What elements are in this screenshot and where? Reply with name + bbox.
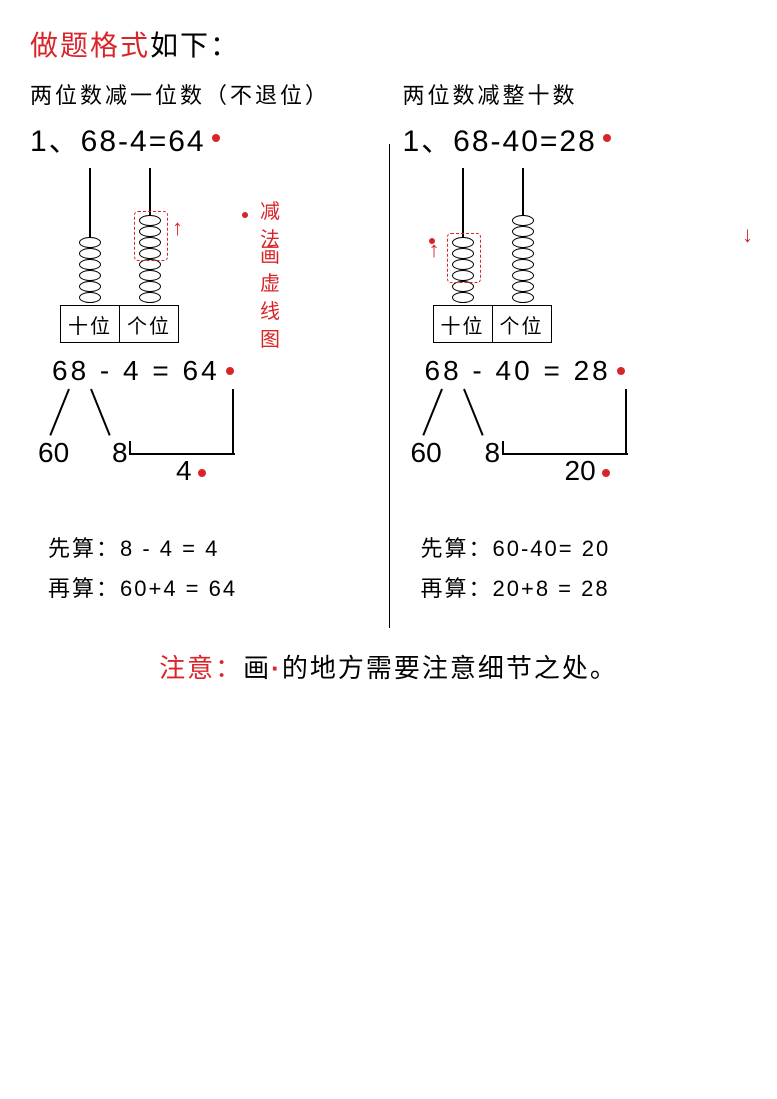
attention-dot xyxy=(226,367,234,375)
footer-note: 注意：画·的地方需要注意细节之处。 xyxy=(30,648,747,685)
equation-text: 1、68-40=28 xyxy=(403,116,597,160)
split-left-value: 60 xyxy=(411,437,442,469)
branch-line xyxy=(49,389,70,436)
abacus-bead xyxy=(139,281,161,292)
link-line xyxy=(502,441,504,455)
dashed-removal-box xyxy=(447,233,481,283)
margin-down-arrow-icon: ↓ xyxy=(742,224,753,246)
left-equation: 1、68-4=64 xyxy=(30,116,375,160)
left-subtitle: 两位数减一位数（不退位） xyxy=(30,78,375,110)
step-then: 再算：20+8 = 28 xyxy=(421,569,748,609)
abacus-bead xyxy=(79,237,101,248)
ones-label: 个位 xyxy=(492,306,551,342)
title-highlight: 做题格式 xyxy=(30,30,150,61)
abacus-bead xyxy=(512,237,534,248)
abacus-bead xyxy=(139,292,161,303)
abacus-bead xyxy=(512,248,534,259)
abacus-base: 十位个位 xyxy=(60,305,179,343)
note-dot-glyph: · xyxy=(271,653,282,683)
title-rest: 如下： xyxy=(150,30,240,61)
page: 做题格式如下： 两位数减一位数（不退位） 1、68-4=64 减法 画虚线图 ↑… xyxy=(0,0,777,1099)
branch-line xyxy=(463,389,484,436)
split-left-value: 60 xyxy=(38,437,69,469)
abacus-bead xyxy=(79,270,101,281)
note-text-b: 的地方需要注意细节之处。 xyxy=(282,653,618,683)
right-equation: 1、68-40=28 xyxy=(403,116,748,160)
tens-label: 十位 xyxy=(434,306,492,342)
abacus-bead xyxy=(512,281,534,292)
right-column: 两位数减整十数 1、68-40=28 ↑十位个位 ↓ 68 - 40 = 28 xyxy=(375,74,748,608)
split-expression: 68 - 40 = 28 xyxy=(425,355,625,387)
abacus-bead xyxy=(79,259,101,270)
left-column: 两位数减一位数（不退位） 1、68-4=64 减法 画虚线图 ↑十位个位 68 … xyxy=(30,74,375,608)
note-text-a: 画 xyxy=(243,653,271,683)
attention-dot xyxy=(212,134,220,142)
left-split-diagram: 68 - 4 = 64 60 8 4 xyxy=(52,355,352,525)
left-steps: 先算：8 - 4 = 4 再算：60+4 = 64 xyxy=(48,529,375,608)
annotation-dashed: 画虚线图 xyxy=(260,242,282,354)
attention-dot xyxy=(617,367,625,375)
up-arrow-icon: ↑ xyxy=(172,217,183,239)
abacus-base: 十位个位 xyxy=(433,305,552,343)
up-arrow-icon: ↑ xyxy=(429,239,440,261)
dashed-removal-box xyxy=(134,211,168,261)
attention-dot xyxy=(602,469,610,477)
abacus-bead xyxy=(512,292,534,303)
two-column-region: 两位数减一位数（不退位） 1、68-4=64 减法 画虚线图 ↑十位个位 68 … xyxy=(30,74,747,608)
left-abacus-diagram: 减法 画虚线图 ↑十位个位 xyxy=(60,168,260,343)
abacus-bead xyxy=(512,226,534,237)
right-steps: 先算：60-40= 20 再算：20+8 = 28 xyxy=(421,529,748,608)
abacus-bead xyxy=(452,292,474,303)
attention-dot xyxy=(198,469,206,477)
abacus-bead xyxy=(79,248,101,259)
abacus-bead xyxy=(79,292,101,303)
branch-line xyxy=(422,389,443,436)
note-highlight: 注意： xyxy=(159,653,243,683)
right-split-diagram: 68 - 40 = 28 60 8 20 xyxy=(425,355,725,525)
split-right-value: 8 xyxy=(485,437,501,469)
page-title: 做题格式如下： xyxy=(30,24,747,64)
abacus-bead xyxy=(512,259,534,270)
abacus-bead xyxy=(512,215,534,226)
branch-line xyxy=(90,389,111,436)
step-first: 先算：8 - 4 = 4 xyxy=(48,529,375,569)
split-right-value: 8 xyxy=(112,437,128,469)
tens-label: 十位 xyxy=(61,306,119,342)
right-abacus-diagram: ↑十位个位 xyxy=(433,168,633,343)
ones-label: 个位 xyxy=(119,306,178,342)
equation-text: 1、68-4=64 xyxy=(30,116,206,160)
abacus-bead xyxy=(79,281,101,292)
split-drop-value: 20 xyxy=(565,455,610,487)
drop-line xyxy=(625,389,627,453)
right-subtitle: 两位数减整十数 xyxy=(403,78,748,110)
step-then: 再算：60+4 = 64 xyxy=(48,569,375,609)
split-drop-value: 4 xyxy=(176,455,206,487)
abacus-bead xyxy=(512,270,534,281)
step-first: 先算：60-40= 20 xyxy=(421,529,748,569)
link-line xyxy=(129,441,131,455)
split-expression: 68 - 4 = 64 xyxy=(52,355,234,387)
abacus-bead xyxy=(139,270,161,281)
attention-dot xyxy=(242,212,248,218)
drop-line xyxy=(232,389,234,453)
attention-dot xyxy=(603,134,611,142)
